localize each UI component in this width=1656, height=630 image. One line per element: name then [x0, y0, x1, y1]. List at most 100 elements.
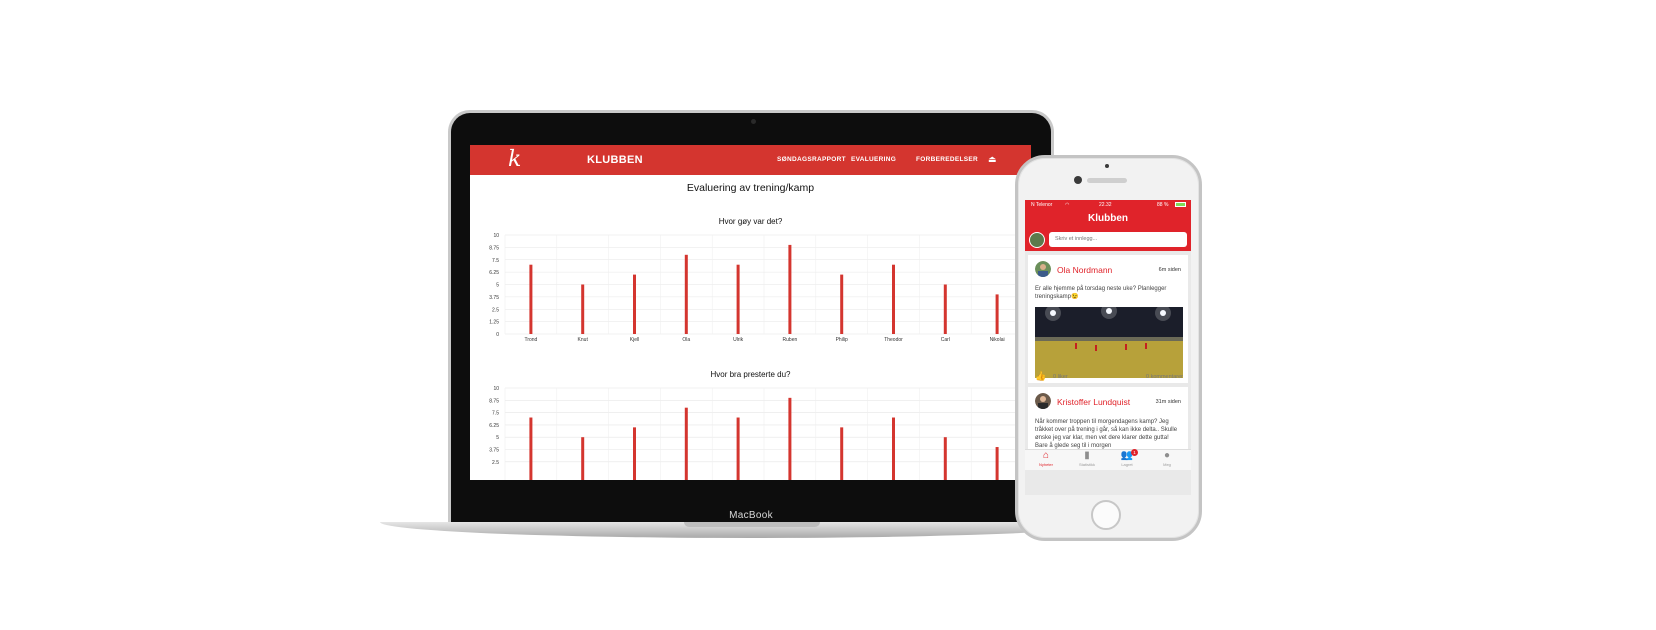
post-text: Er alle hjemme på torsdag neste uke? Pla… — [1035, 286, 1167, 300]
tab-meg[interactable]: ● Meg — [1147, 450, 1187, 467]
post-composer — [1025, 229, 1191, 251]
chart-bar[interactable] — [736, 417, 740, 480]
post-time: 31m siden — [1155, 399, 1181, 405]
navbar: k KLUBBEN SØNDAGSRAPPORT EVALUERING FORB… — [470, 145, 1031, 175]
x-tick-label: Ulrik — [733, 337, 743, 343]
post-author[interactable]: Ola Nordmann — [1057, 265, 1113, 275]
y-tick-label: 7.5 — [492, 411, 499, 417]
chart-bar[interactable] — [529, 264, 533, 334]
phone-screen: N Telenor ◠ 22.32 88 % Klubben Ola Nordm… — [1025, 200, 1191, 495]
navbar-brand[interactable]: KLUBBEN — [587, 154, 643, 166]
y-tick-label: 6.25 — [489, 270, 499, 276]
chart-bar[interactable] — [633, 427, 636, 480]
klubben-logo-icon[interactable]: k — [508, 147, 522, 172]
tab-label: Statistikk — [1078, 462, 1095, 467]
tab-label: Nyheter — [1038, 462, 1053, 467]
chart-bar[interactable] — [581, 437, 585, 480]
x-tick-label: Nikolai — [990, 337, 1005, 343]
post-card: Ola Nordmann 6m siden Er alle hjemme på … — [1028, 255, 1188, 383]
x-tick-label: Theodor — [884, 337, 903, 343]
chart-title-fun: Hvor gøy var det? — [718, 217, 783, 226]
y-tick-label: 2.5 — [492, 460, 499, 466]
post-input[interactable] — [1049, 232, 1187, 247]
tab-statistikk[interactable]: ▮ Statistikk — [1067, 450, 1107, 467]
tab-nyheter[interactable]: ⌂ Nyheter — [1026, 450, 1066, 467]
post-card: Kristoffer Lundquist 31m siden Når komme… — [1028, 387, 1188, 449]
home-icon: ⌂ — [1042, 450, 1050, 461]
y-tick-label: 5 — [496, 435, 499, 441]
like-icon[interactable]: 👍 — [1035, 371, 1047, 381]
nav-item-sondagsrapport[interactable]: SØNDAGSRAPPORT — [777, 156, 846, 163]
status-bar: N Telenor ◠ 22.32 88 % — [1025, 200, 1191, 210]
y-tick-label: 8.75 — [489, 398, 499, 404]
chart-bar[interactable] — [943, 284, 947, 335]
chart-bar[interactable] — [633, 274, 636, 334]
football-field-photo[interactable] — [1035, 307, 1183, 378]
y-tick-label: 3.75 — [489, 448, 499, 454]
x-tick-label: Ruben — [783, 337, 798, 343]
bar-chart-icon: ▮ — [1084, 450, 1090, 461]
phone-sensor — [1105, 164, 1109, 168]
y-tick-label: 10 — [493, 233, 499, 239]
user-icon: ● — [1163, 450, 1171, 461]
tab-label: Lagret — [1121, 462, 1133, 467]
page-title: Evaluering av trening/kamp — [686, 182, 815, 194]
chart-bar[interactable] — [788, 397, 792, 480]
sign-out-icon[interactable]: ⏏ — [988, 154, 997, 164]
post-time: 6m siden — [1158, 267, 1181, 273]
y-tick-label: 1.25 — [489, 320, 499, 326]
like-count[interactable]: 0 liker — [1053, 374, 1068, 380]
tab-label: Meg — [1163, 462, 1171, 467]
tab-bar: ⌂ Nyheter ▮ Statistikk 👥 1 Lagret ● Meg — [1025, 449, 1191, 470]
tab-lagret[interactable]: 👥 1 Lagret — [1107, 449, 1147, 467]
x-tick-label: Kjell — [630, 337, 639, 343]
chart-bar[interactable] — [943, 437, 947, 480]
y-tick-label: 2.5 — [492, 307, 499, 313]
y-tick-label: 5 — [496, 283, 499, 289]
x-tick-label: Knut — [578, 337, 589, 343]
post-author[interactable]: Kristoffer Lundquist — [1057, 397, 1131, 407]
avatar — [1029, 232, 1045, 248]
chart-bar[interactable] — [995, 447, 999, 480]
chart-bar[interactable] — [995, 294, 999, 334]
chart-title-performance: Hvor bra presterte du? — [710, 370, 791, 379]
battery-level: 88 % — [1157, 202, 1169, 208]
x-tick-label: Carl — [941, 337, 950, 343]
chart-bar[interactable] — [840, 427, 844, 480]
battery-icon — [1175, 202, 1186, 207]
chart-fun: 0 1.25 2.5 3.75 5 6.25 7.5 8.75 10 Trond Knut Kjell… — [489, 233, 1024, 343]
y-tick-label: 8.75 — [489, 245, 499, 251]
chart-bar[interactable] — [529, 417, 533, 480]
laptop-camera — [751, 119, 756, 124]
app-header-title: Klubben — [1025, 210, 1191, 229]
y-tick-label: 0 — [496, 332, 499, 338]
comment-count[interactable]: 0 kommentarer — [1146, 374, 1183, 380]
x-tick-label: Philip — [836, 337, 848, 343]
chart-bar[interactable] — [788, 244, 792, 334]
home-button[interactable] — [1091, 500, 1121, 530]
wifi-icon: ◠ — [1065, 202, 1070, 208]
y-tick-label: 10 — [493, 386, 499, 392]
phone-speaker — [1087, 178, 1127, 183]
group-icon: 👥 — [1120, 450, 1134, 461]
y-tick-label: 3.75 — [489, 295, 499, 301]
status-time: 22.32 — [1099, 202, 1112, 208]
y-tick-label: 7.5 — [492, 258, 499, 264]
chart-bar[interactable] — [684, 407, 688, 480]
post-text: Når kommer troppen til morgendagens kamp… — [1035, 419, 1178, 449]
chart-bar[interactable] — [892, 264, 895, 334]
carrier-label: N Telenor — [1031, 202, 1053, 208]
nav-item-forberedelser[interactable]: FORBEREDELSER — [916, 156, 979, 163]
x-tick-label: Ola — [682, 337, 690, 343]
chart-bar[interactable] — [684, 254, 688, 334]
chart-bar[interactable] — [736, 264, 740, 334]
laptop-brand-label: MacBook — [729, 510, 773, 521]
avatar[interactable] — [1035, 261, 1051, 277]
chart-bar[interactable] — [892, 417, 895, 480]
chart-bar[interactable] — [581, 284, 585, 335]
chart-bar[interactable] — [840, 274, 844, 334]
laptop-base — [380, 522, 1122, 538]
nav-item-evaluering[interactable]: EVALUERING — [851, 156, 897, 163]
phone-camera — [1074, 176, 1082, 184]
avatar[interactable] — [1035, 393, 1051, 409]
